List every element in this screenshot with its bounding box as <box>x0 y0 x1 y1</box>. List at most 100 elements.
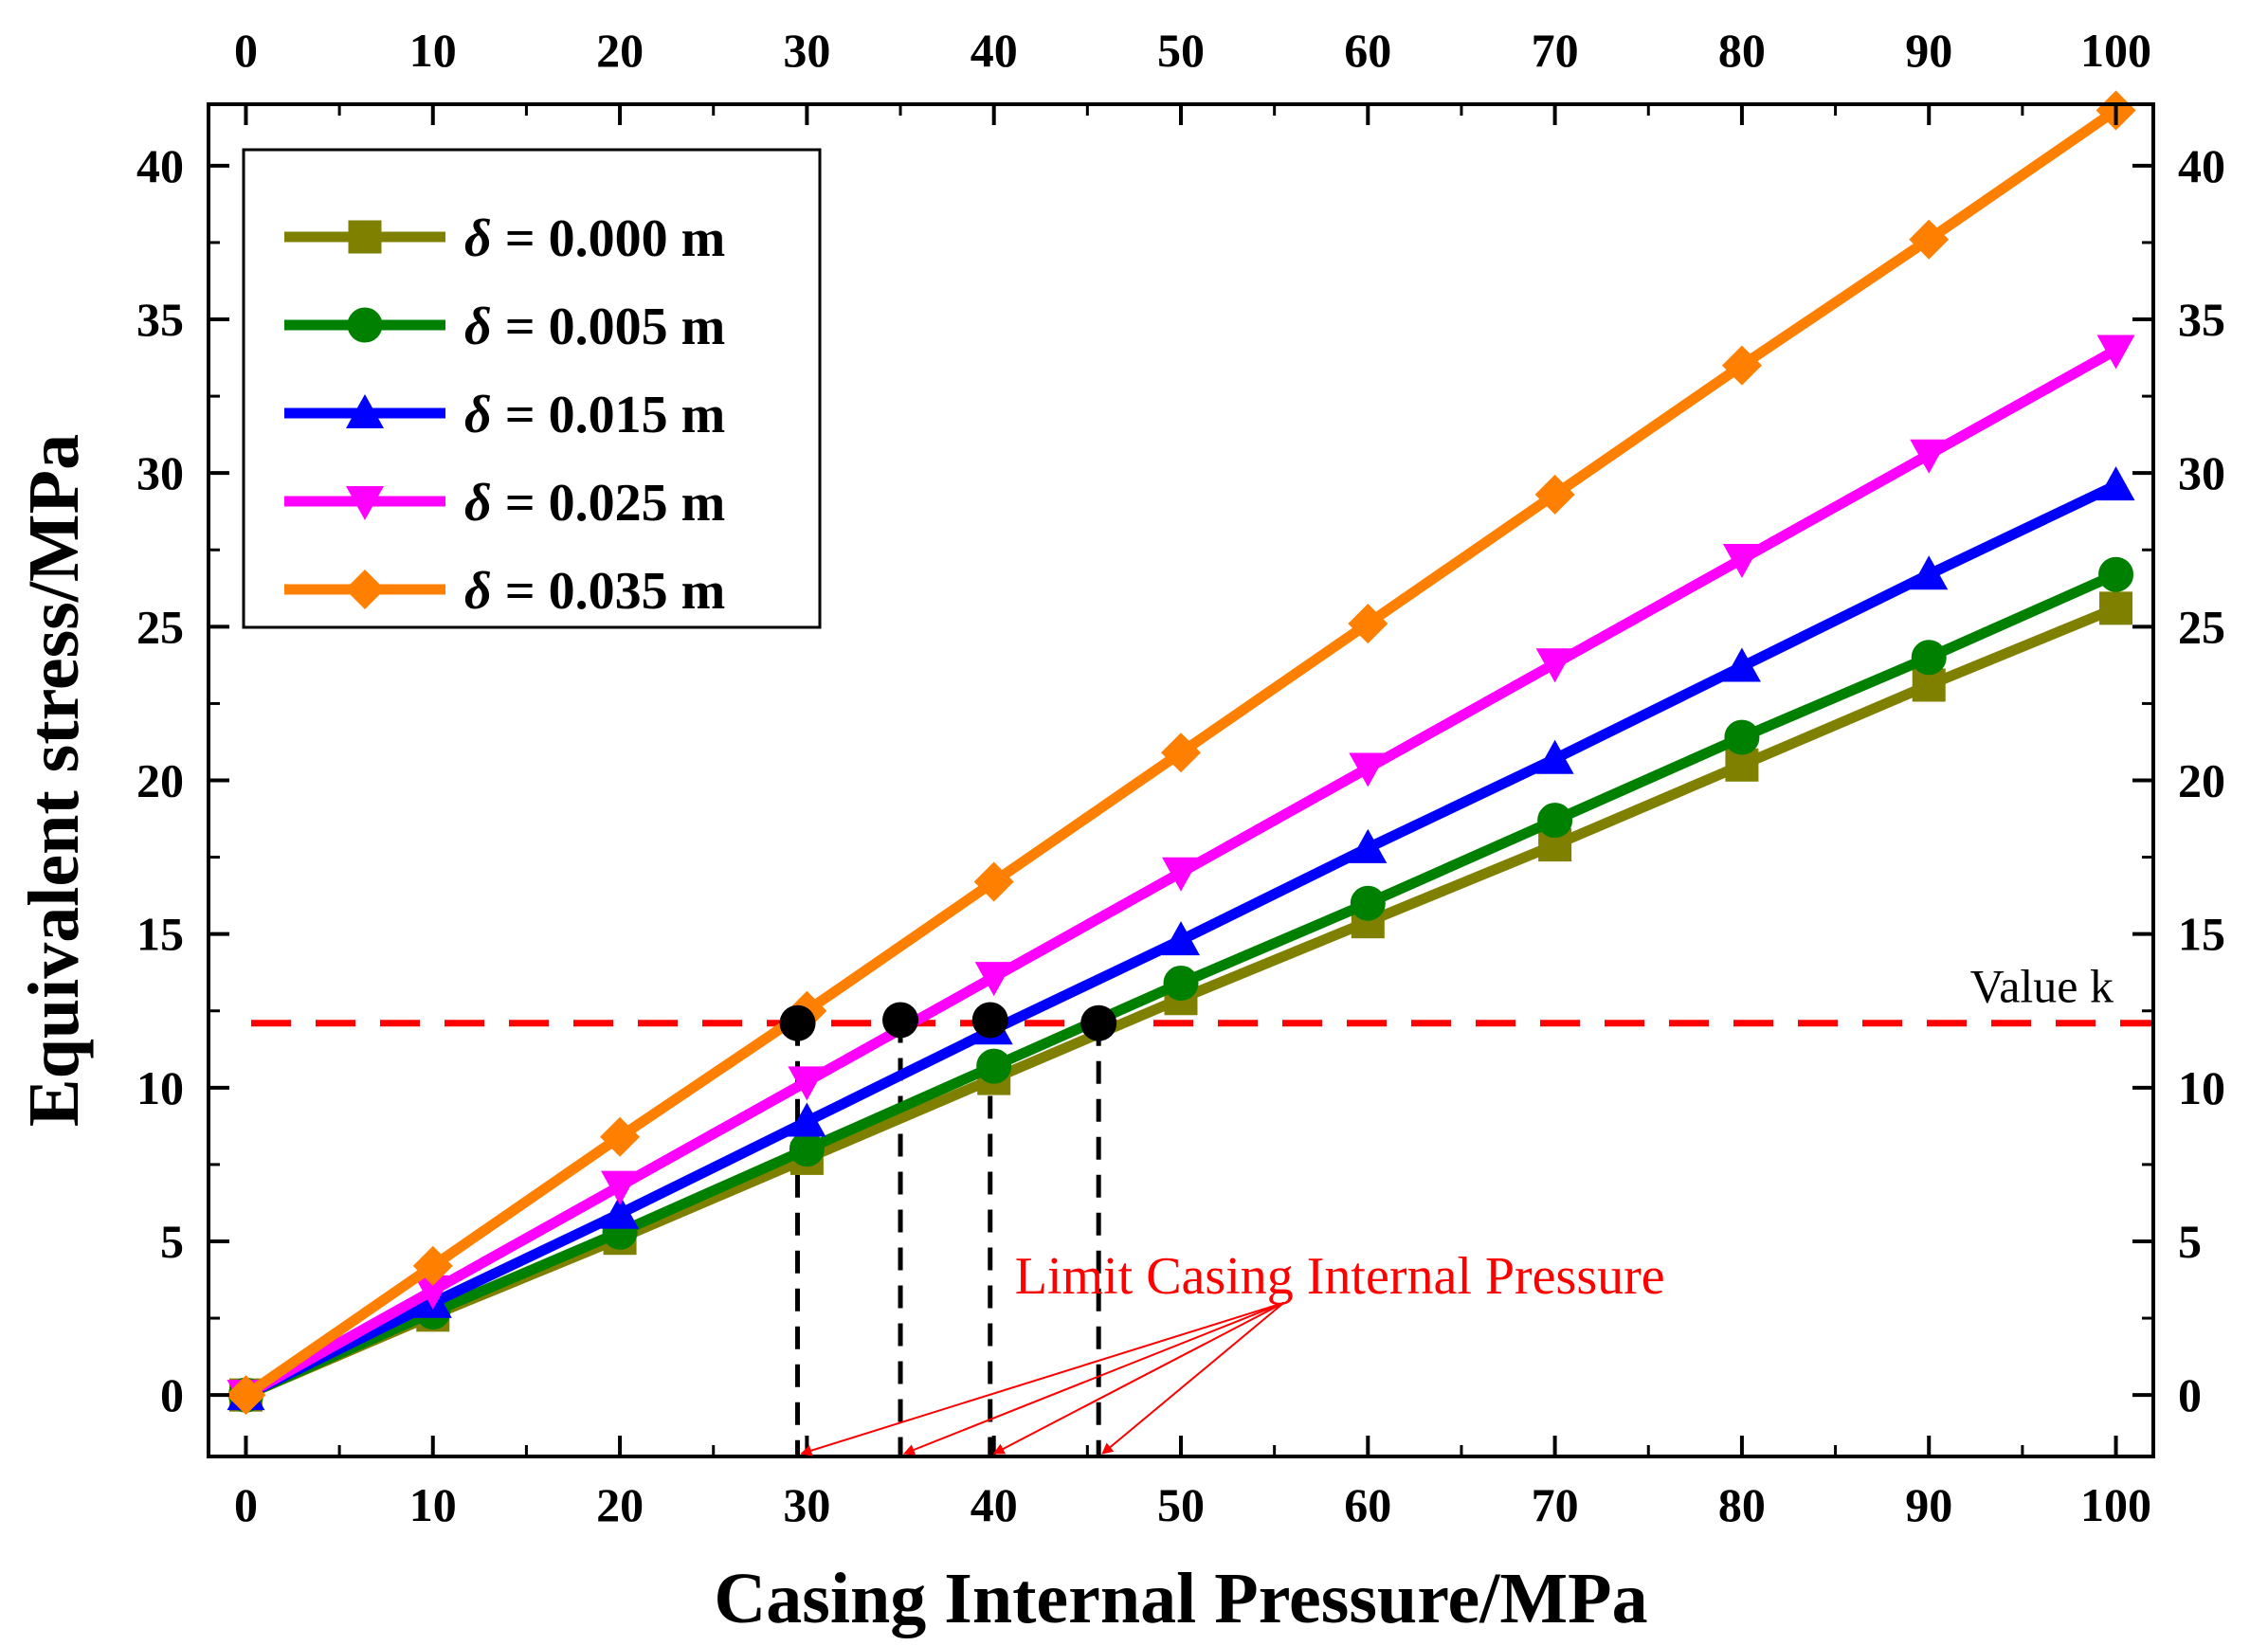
data-point <box>788 1066 826 1101</box>
annotation-arrow <box>992 1301 1284 1455</box>
legend-delta-symbol: δ <box>464 562 492 621</box>
data-point <box>2098 556 2134 592</box>
legend-delta-symbol: δ <box>464 298 492 356</box>
x-tick-label-top: 10 <box>409 24 457 77</box>
intersection-point <box>779 1004 816 1041</box>
x-tick-label-bottom: 20 <box>596 1478 644 1531</box>
data-point <box>1721 345 1762 386</box>
y-tick-label-left: 10 <box>136 1061 184 1114</box>
x-tick-label-bottom: 40 <box>971 1478 1018 1531</box>
x-tick-label-bottom: 50 <box>1157 1478 1205 1531</box>
x-tick-label-top: 20 <box>596 24 644 77</box>
legend-marker <box>346 486 384 520</box>
intersection-point <box>1080 1004 1117 1041</box>
x-tick-label-bottom: 30 <box>783 1478 830 1531</box>
data-point <box>1725 748 1759 782</box>
x-tick-label-top: 90 <box>1905 24 1952 77</box>
y-tick-label-left: 15 <box>136 908 184 961</box>
y-tick-label-right: 0 <box>2178 1368 2202 1421</box>
legend-delta-symbol: δ <box>464 474 492 533</box>
data-point <box>1161 733 1201 773</box>
data-point <box>412 1245 453 1286</box>
data-point <box>974 962 1013 997</box>
y-axis-title: Equivalent stress/MPa <box>14 434 94 1127</box>
annotation-arrow <box>800 1301 1284 1456</box>
legend-label: δ = 0.015 m <box>464 386 725 444</box>
annotation-arrow <box>902 1301 1284 1456</box>
y-tick-label-left: 25 <box>136 600 184 653</box>
y-tick-label-left: 30 <box>136 446 184 499</box>
y-tick-label-right: 15 <box>2178 908 2225 961</box>
annotation-arrows <box>800 1301 1285 1456</box>
intersection-points <box>779 1002 1117 1041</box>
legend-delta-symbol: δ <box>464 209 492 268</box>
x-tick-label-top: 80 <box>1718 24 1766 77</box>
data-point <box>788 1102 826 1137</box>
y-tick-label-right: 25 <box>2178 600 2225 653</box>
y-tick-label-left: 5 <box>160 1215 184 1268</box>
data-point <box>2096 466 2135 501</box>
data-point <box>2099 591 2133 625</box>
data-point <box>1537 803 1573 839</box>
legend-item-4: δ = 0.035 m <box>284 562 725 621</box>
legend-label: δ = 0.025 m <box>464 474 725 533</box>
legend-delta-value: = 0.035 m <box>492 562 726 621</box>
x-tick-label-top: 70 <box>1532 24 1579 77</box>
axes: 0010102020303040405050606070708080909010… <box>136 24 2225 1531</box>
data-point <box>1162 921 1200 956</box>
data-point <box>1722 647 1761 682</box>
legend-delta-value: = 0.015 m <box>492 386 726 444</box>
legend-marker <box>348 220 382 254</box>
x-axis-title: Casing Internal Pressure/MPa <box>714 1559 1647 1638</box>
legend-item-0: δ = 0.000 m <box>284 209 725 268</box>
data-point <box>1350 885 1386 921</box>
y-tick-label-right: 20 <box>2178 754 2225 807</box>
intersection-point <box>882 1002 919 1039</box>
y-tick-label-left: 40 <box>136 139 184 192</box>
y-tick-label-right: 40 <box>2178 139 2225 192</box>
intersection-point <box>971 1002 1008 1039</box>
legend-label: δ = 0.005 m <box>464 298 725 356</box>
series-4 <box>226 90 2136 1416</box>
data-point <box>1348 604 1388 644</box>
y-tick-label-left: 35 <box>136 293 184 346</box>
legend-label: δ = 0.035 m <box>464 562 725 621</box>
data-point <box>973 861 1014 902</box>
y-tick-label-right: 35 <box>2178 293 2225 346</box>
data-point <box>1724 719 1760 755</box>
x-tick-label-bottom: 70 <box>1532 1478 1579 1531</box>
x-tick-label-top: 30 <box>783 24 830 77</box>
x-tick-label-bottom: 100 <box>2080 1478 2151 1531</box>
x-tick-label-bottom: 10 <box>409 1478 457 1531</box>
legend-label: δ = 0.000 m <box>464 209 725 268</box>
x-tick-label-bottom: 0 <box>234 1478 258 1531</box>
y-tick-label-left: 20 <box>136 754 184 807</box>
data-point <box>976 1048 1012 1084</box>
series-group <box>226 90 2136 1416</box>
x-tick-label-top: 60 <box>1344 24 1391 77</box>
data-point <box>601 1194 640 1229</box>
data-point <box>1911 640 1947 676</box>
data-point <box>1535 648 1574 683</box>
y-tick-label-left: 0 <box>160 1368 184 1421</box>
legend-marker <box>347 307 383 343</box>
legend-item-1: δ = 0.005 m <box>284 298 725 356</box>
data-point <box>1534 474 1575 515</box>
y-tick-label-right: 30 <box>2178 446 2225 499</box>
limit-pressure-annotation: Limit Casing Internal Pressure <box>1015 1247 1665 1306</box>
legend-delta-value: = 0.005 m <box>492 298 726 356</box>
data-point <box>1349 828 1388 863</box>
x-tick-label-top: 100 <box>2080 24 2151 77</box>
legend-marker <box>345 570 385 609</box>
data-point <box>601 1170 640 1205</box>
data-point <box>1910 439 1949 474</box>
data-point <box>1163 966 1199 1002</box>
data-point <box>1909 219 1950 260</box>
legend-box <box>242 148 822 629</box>
y-tick-label-right: 5 <box>2178 1215 2202 1268</box>
annotation-arrow <box>1101 1302 1285 1455</box>
x-tick-label-bottom: 60 <box>1344 1478 1391 1531</box>
legend-item-3: δ = 0.025 m <box>284 474 725 533</box>
legend-marker <box>346 394 384 428</box>
